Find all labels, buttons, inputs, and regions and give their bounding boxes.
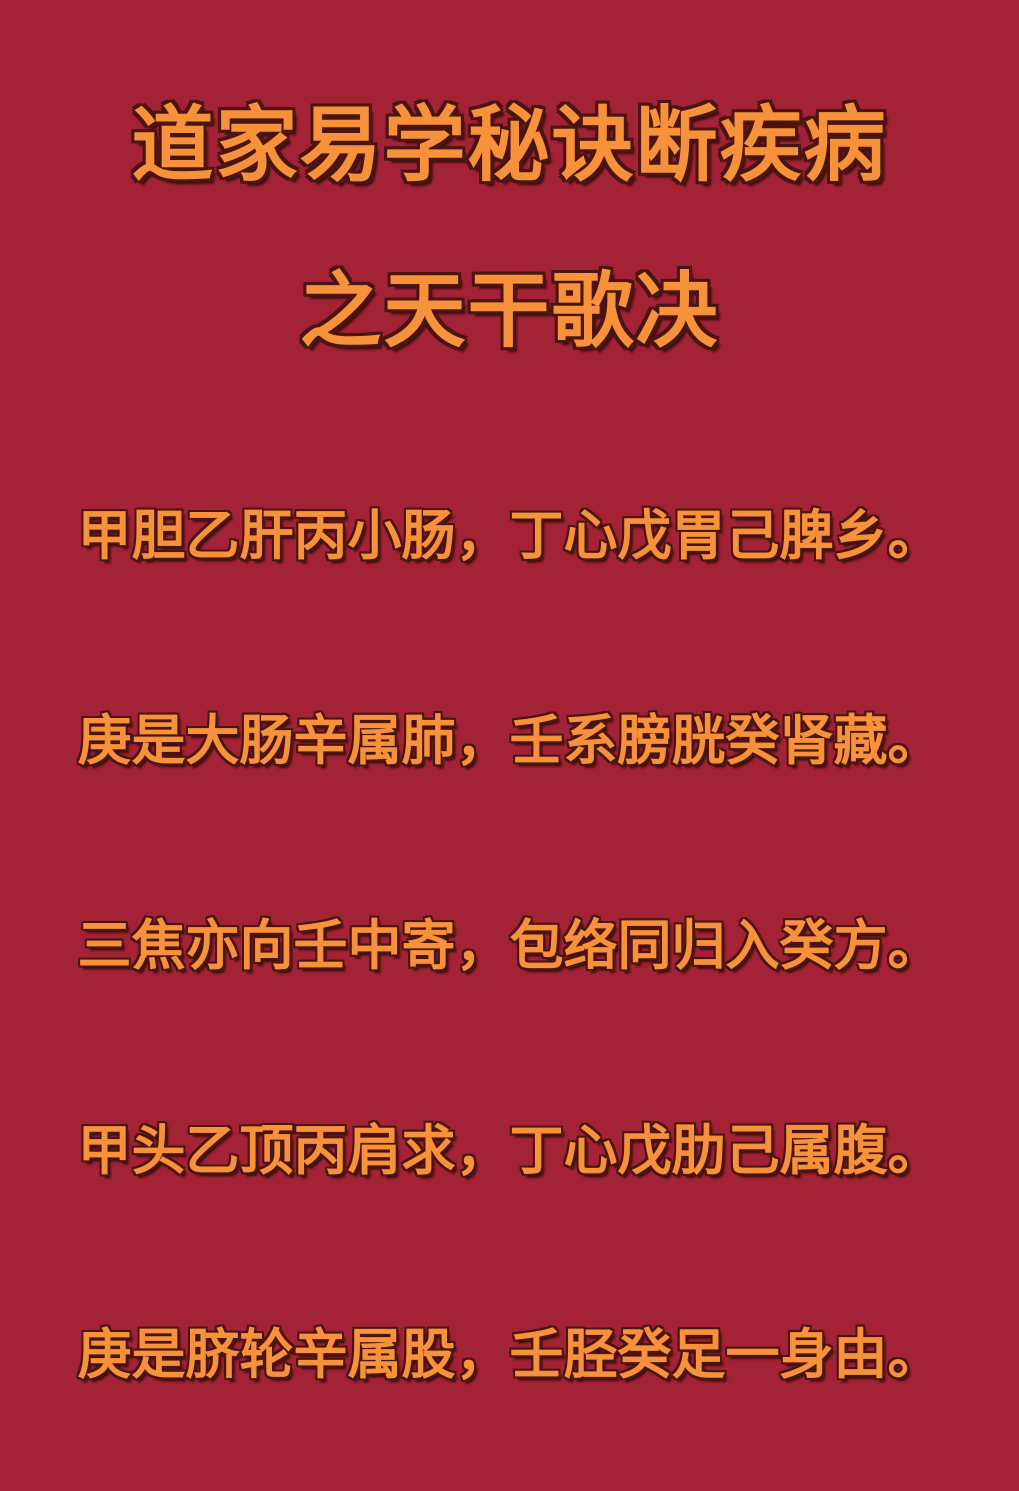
- verse-line: 庚是脐轮辛属股，壬胫癸足一身由。: [77, 1322, 942, 1386]
- verse-line: 三焦亦向壬中寄，包络同归入癸方。: [77, 913, 942, 977]
- verse-line: 庚是大肠辛属肺，壬系膀胱癸肾藏。: [77, 708, 942, 772]
- page-title-line-1: 道家易学秘诀断疾病: [131, 97, 888, 193]
- page-title-line-2: 之天干歌决: [299, 263, 720, 359]
- verse-line: 甲头乙顶丙肩求，丁心戊肋己属腹。: [77, 1118, 942, 1182]
- verse-line: 甲胆乙肝丙小肠，丁心戊胃己脾乡。: [77, 503, 942, 567]
